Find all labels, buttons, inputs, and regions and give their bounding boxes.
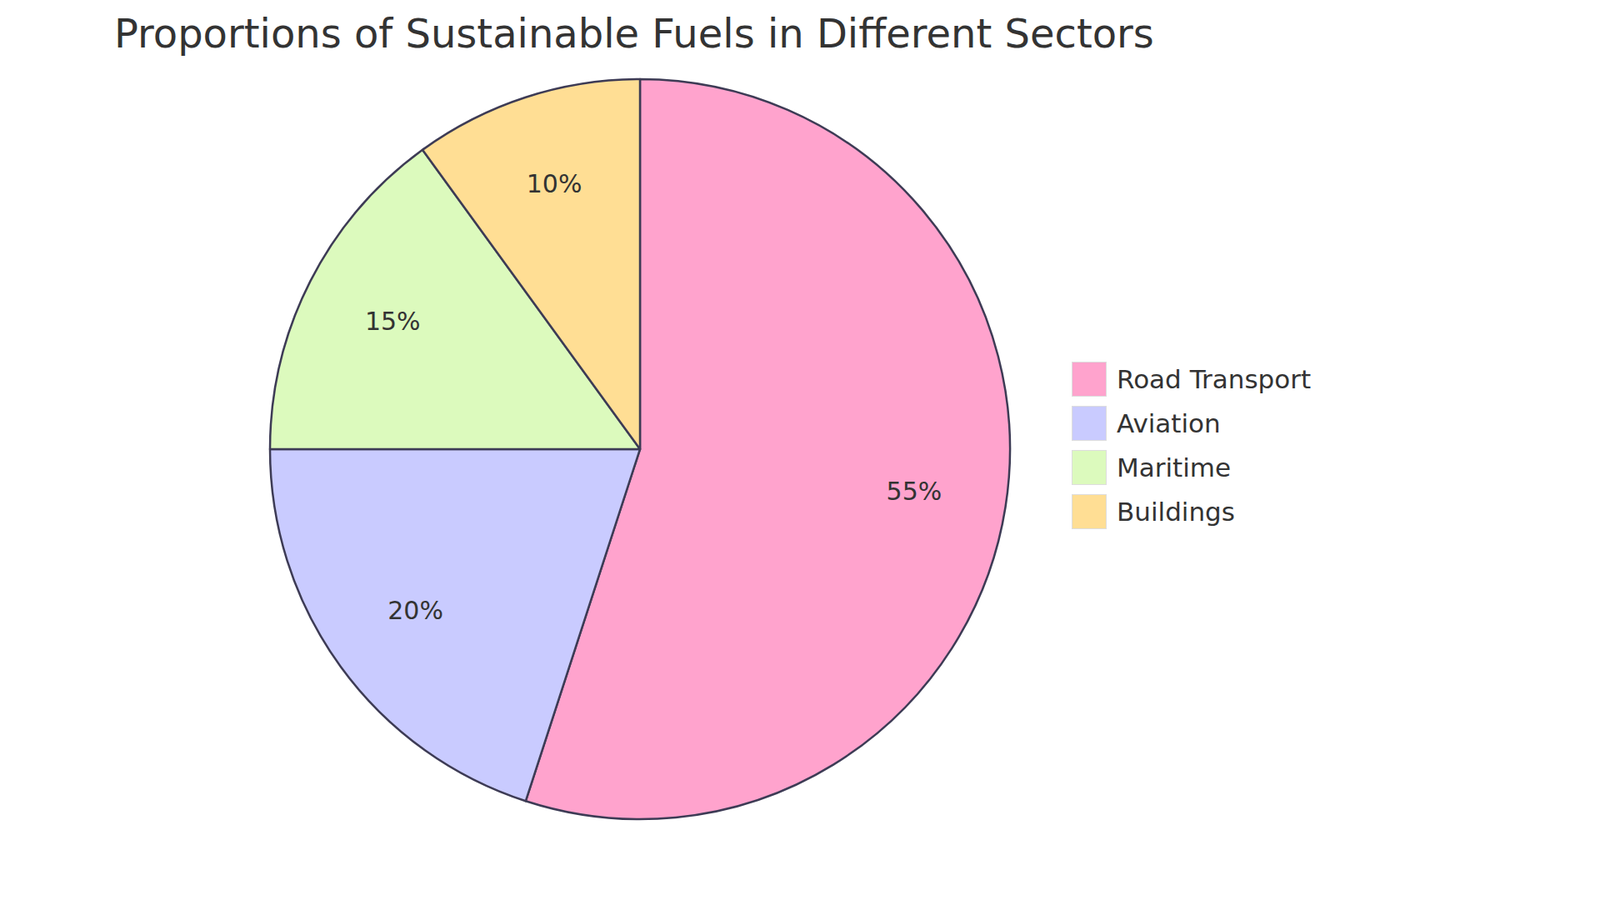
svg-text:10%: 10% bbox=[526, 169, 583, 199]
html-text:Road Transport: Road Transport bbox=[1116, 363, 1311, 394]
html-text:Aviation: Aviation bbox=[1116, 407, 1221, 438]
svg-text:20%: 20% bbox=[387, 595, 444, 625]
svg-text:55%: 55% bbox=[886, 476, 943, 506]
html-text:Maritime: Maritime bbox=[1116, 452, 1231, 483]
svg-text:15%: 15% bbox=[365, 306, 421, 336]
html-text:Proportions of Sustainable Fue: Proportions of Sustainable Fuels in Diff… bbox=[114, 10, 1154, 57]
html-text:Buildings: Buildings bbox=[1116, 496, 1235, 527]
